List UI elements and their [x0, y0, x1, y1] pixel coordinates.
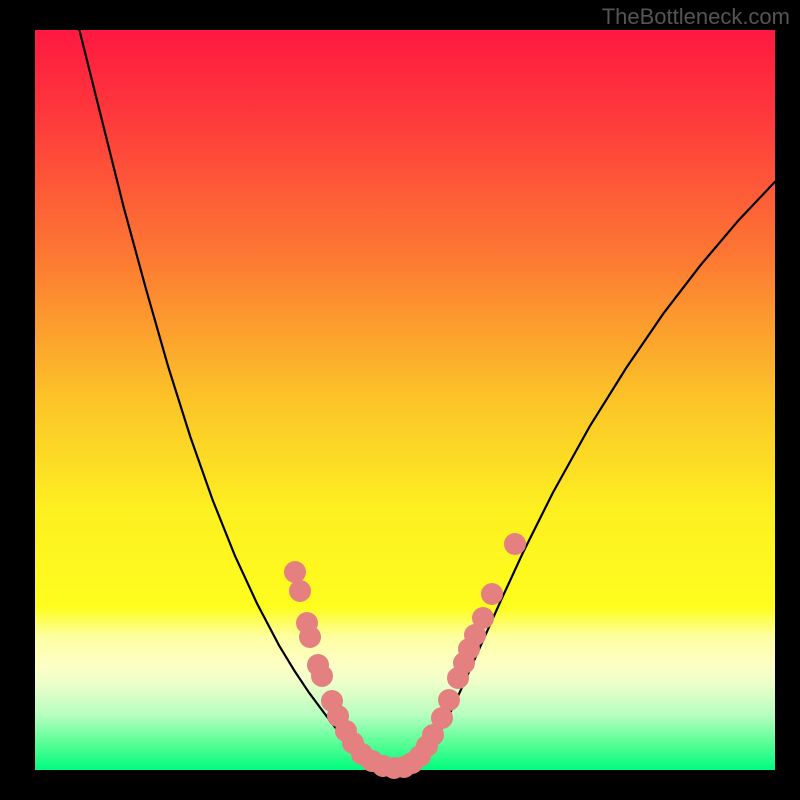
- marker-dot: [481, 583, 503, 605]
- marker-dot: [472, 607, 494, 629]
- marker-dot: [284, 561, 306, 583]
- marker-dot: [438, 689, 460, 711]
- watermark-text: TheBottleneck.com: [602, 4, 790, 30]
- marker-dot: [311, 665, 333, 687]
- chart-plot-area: [35, 30, 775, 770]
- curve-path: [79, 30, 775, 769]
- marker-dot: [299, 626, 321, 648]
- outer-frame: TheBottleneck.com: [0, 0, 800, 800]
- marker-dot: [289, 580, 311, 602]
- bottleneck-curve: [35, 30, 775, 770]
- marker-dot: [504, 533, 526, 555]
